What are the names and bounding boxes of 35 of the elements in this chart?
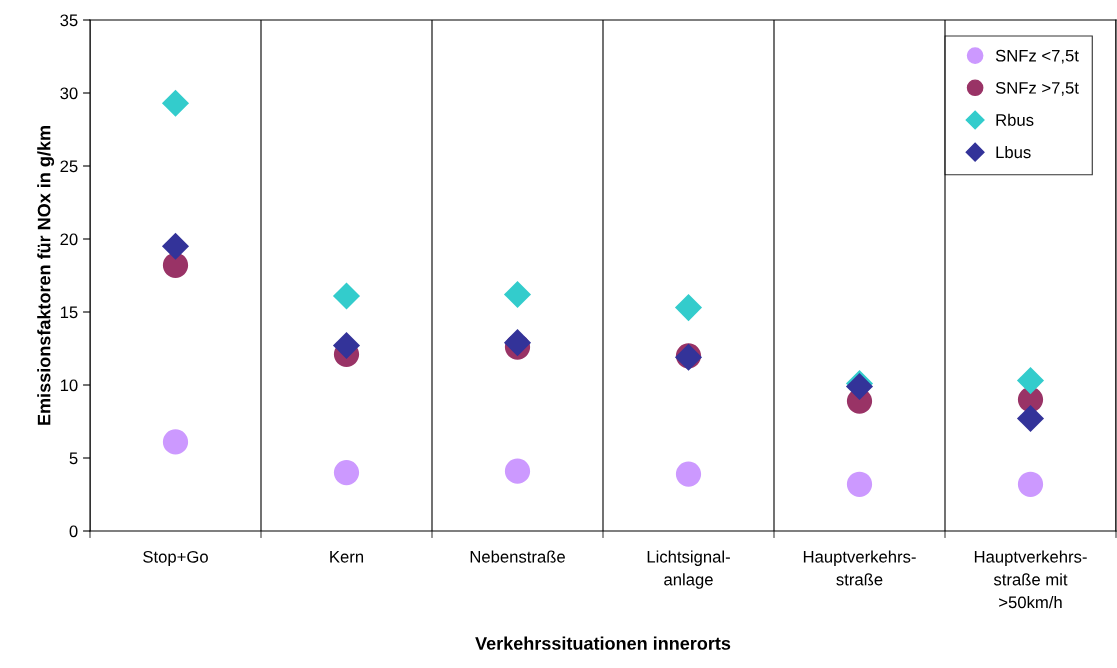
- legend-label: SNFz >7,5t: [995, 81, 1079, 96]
- point: [504, 458, 531, 484]
- point: [162, 429, 189, 455]
- point: [161, 89, 190, 117]
- point: [846, 471, 873, 497]
- x-tick-label: Stop+Go: [143, 550, 208, 566]
- x-tick-label: Hauptverkehrs- straße mit >50km/h: [974, 550, 1087, 609]
- point: [675, 461, 702, 487]
- y-tick-label: 0: [69, 525, 78, 538]
- y-tick-label: 25: [60, 160, 78, 173]
- y-tick-label: 5: [69, 452, 78, 465]
- x-tick-label: Nebenstraße: [470, 550, 565, 563]
- y-tick-label: 35: [60, 14, 78, 27]
- x-axis-title: Verkehrssituationen innerorts: [475, 636, 731, 650]
- point: [332, 282, 361, 310]
- point: [1017, 471, 1044, 497]
- y-axis-title: Emissionsfaktoren für NOx in g/km: [37, 126, 55, 425]
- legend-label: Lbus: [996, 145, 1031, 159]
- point: [503, 329, 532, 357]
- point: [1016, 405, 1045, 433]
- legend-label: Rbus: [996, 113, 1034, 126]
- point: [333, 459, 360, 486]
- y-tick-label: 10: [60, 379, 78, 392]
- y-tick-label: 30: [60, 87, 78, 100]
- legend-label: SNFz <7,5t: [995, 49, 1079, 64]
- point: [161, 232, 190, 260]
- y-tick-label: 20: [60, 233, 78, 246]
- point: [1016, 367, 1045, 395]
- y-tick-label: 15: [60, 306, 78, 319]
- point: [503, 280, 532, 309]
- x-tick-label: Kern: [330, 551, 364, 563]
- point: [332, 332, 361, 360]
- point: [674, 294, 703, 322]
- x-tick-label: Hauptverkehrs- straße: [803, 550, 916, 586]
- x-tick-label: Lichtsignal- anlage: [647, 550, 730, 589]
